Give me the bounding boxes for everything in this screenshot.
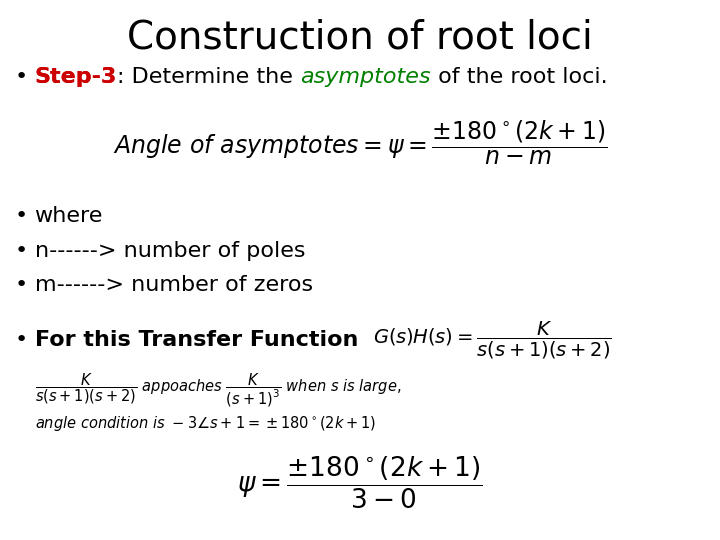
Text: For this Transfer Function: For this Transfer Function — [35, 330, 374, 350]
Text: Step-3: Step-3 — [35, 66, 117, 87]
Text: of the root loci.: of the root loci. — [431, 66, 607, 87]
Text: •: • — [14, 206, 27, 226]
Text: m------> number of zeros: m------> number of zeros — [35, 275, 312, 295]
Text: $\psi = \dfrac{\pm 180^\circ(2k+1)}{3-0}$: $\psi = \dfrac{\pm 180^\circ(2k+1)}{3-0}… — [237, 455, 483, 511]
Text: •: • — [14, 66, 27, 87]
Text: $\mathit{angle\ condition\ is}\ -3\angle s+1 = \pm 180^\circ(2k+1)$: $\mathit{angle\ condition\ is}\ -3\angle… — [35, 414, 376, 434]
Text: where: where — [35, 206, 103, 226]
Text: Step-3: Step-3 — [35, 66, 117, 87]
Text: •: • — [14, 241, 27, 261]
Text: asymptotes: asymptotes — [300, 66, 431, 87]
Text: $\dfrac{K}{s(s+1)(s+2)}\ \mathit{appoaches}\ \dfrac{K}{(s+1)^3}\ \mathit{when\ s: $\dfrac{K}{s(s+1)(s+2)}\ \mathit{appoach… — [35, 372, 401, 408]
Text: •: • — [14, 275, 27, 295]
Text: •: • — [14, 330, 27, 350]
Text: n------> number of poles: n------> number of poles — [35, 241, 305, 261]
Text: : Determine the: : Determine the — [117, 66, 300, 87]
Text: $G(s)H(s) = \dfrac{K}{s(s+1)(s+2)}$: $G(s)H(s) = \dfrac{K}{s(s+1)(s+2)}$ — [374, 320, 613, 361]
Text: Construction of root loci: Construction of root loci — [127, 19, 593, 57]
Text: $\mathit{Angle\ of\ asymptotes} = \psi = \dfrac{\pm 180^\circ(2k+1)}{n-m}$: $\mathit{Angle\ of\ asymptotes} = \psi =… — [113, 119, 607, 167]
